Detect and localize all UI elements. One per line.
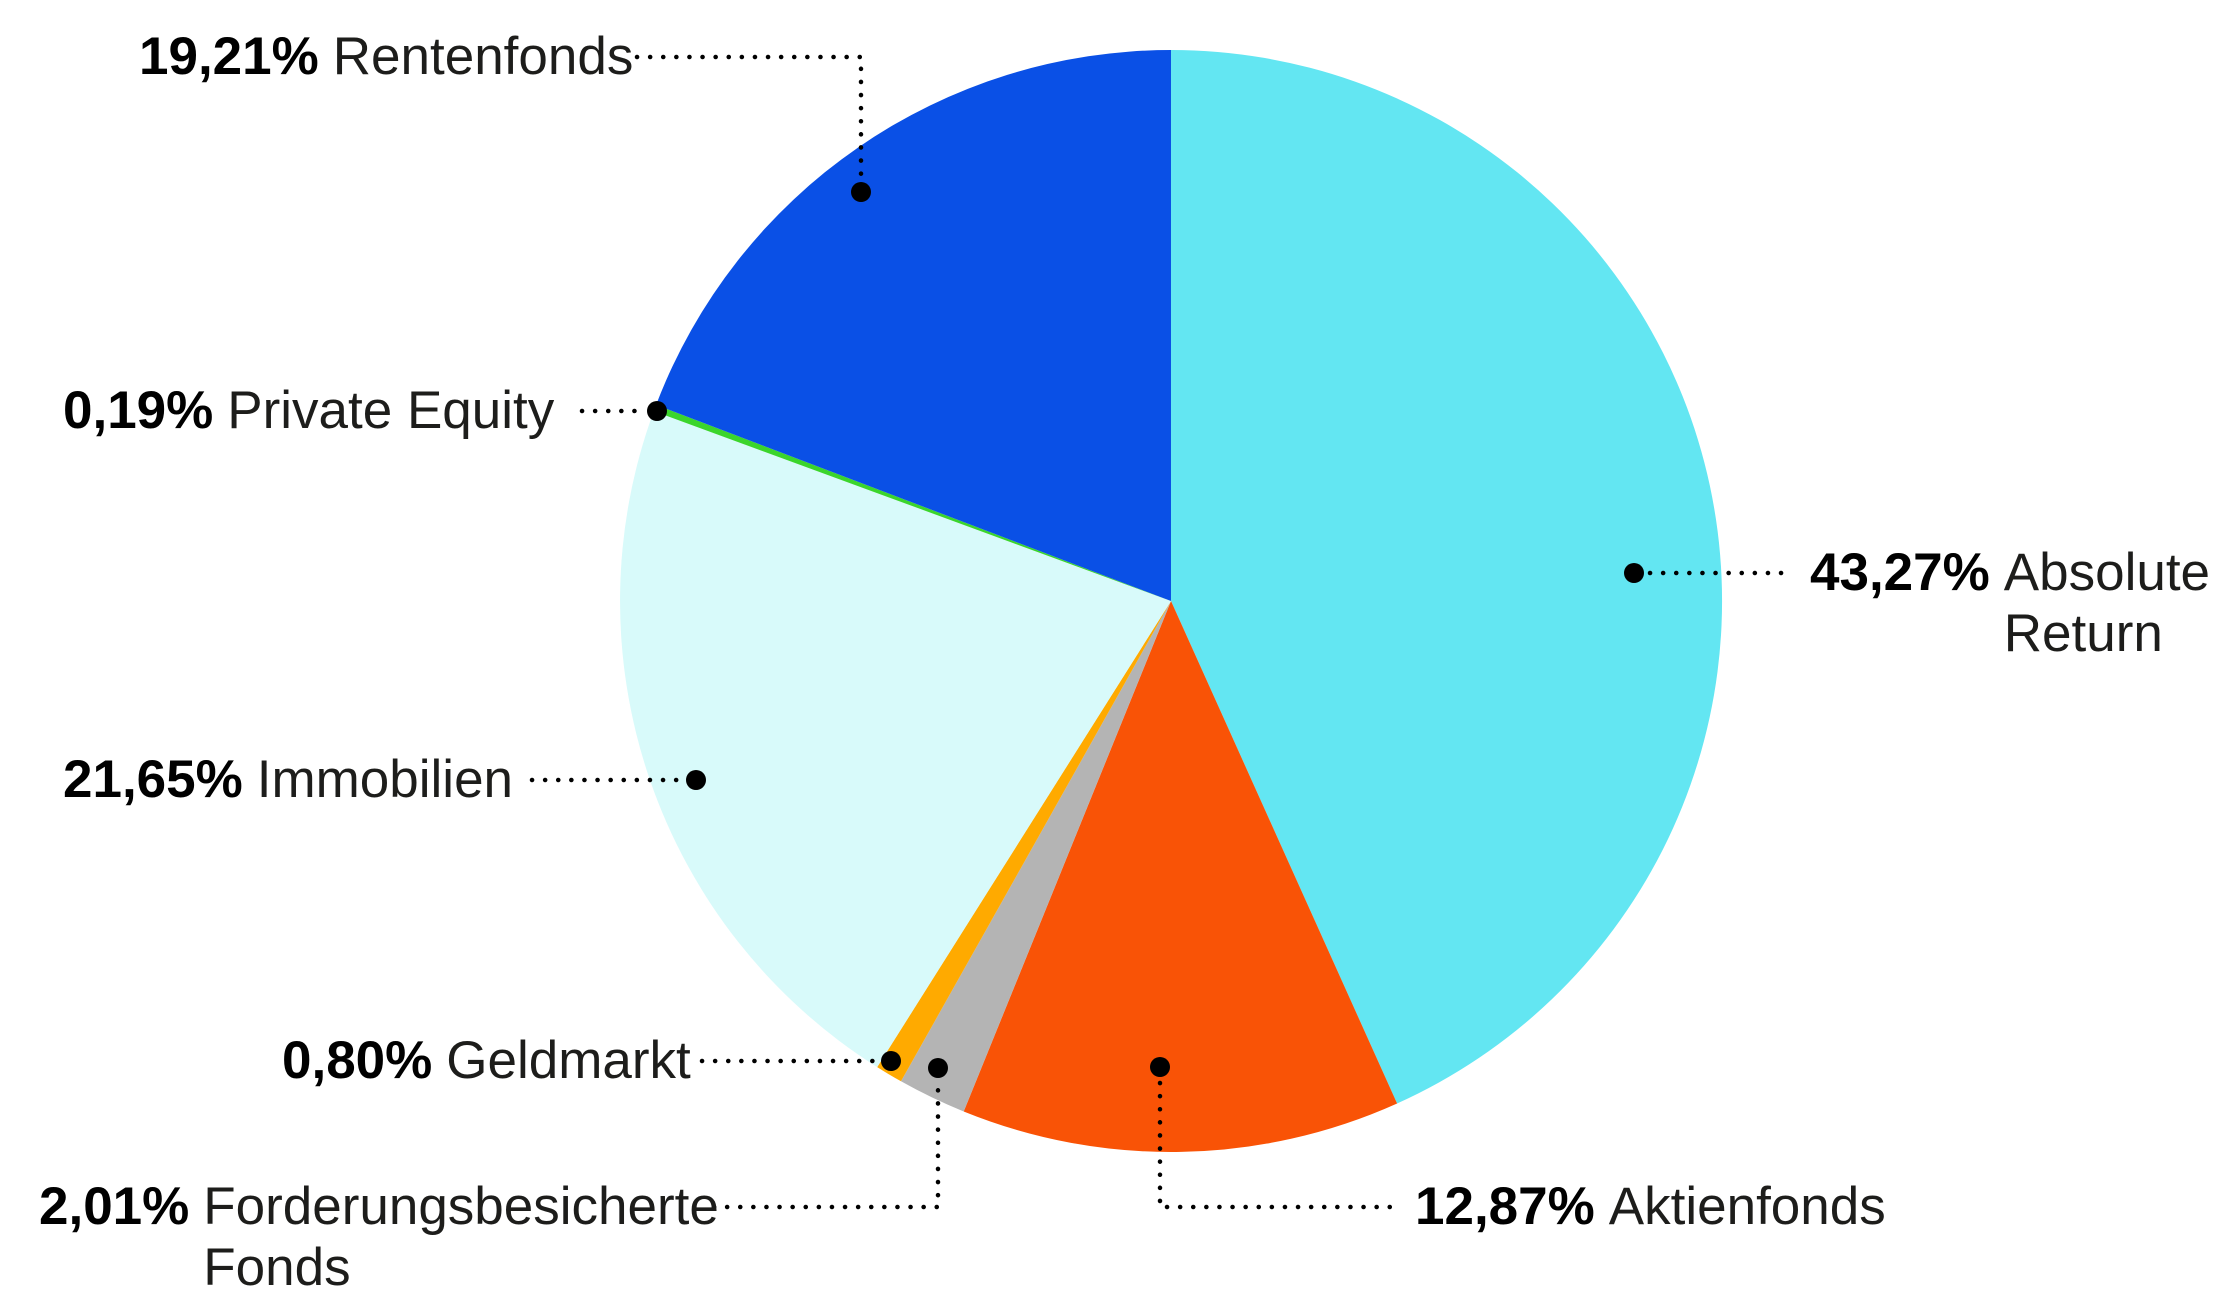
leader-aktienfonds (1157, 1080, 1401, 1210)
label-private-equity-name: Private Equity (227, 381, 555, 440)
dot-absolute-return (1624, 563, 1644, 583)
label-forderungsbesicherte-fonds: 2,01% Forderungsbesicherte Fonds (39, 1176, 748, 1292)
slice-private-equity (653, 404, 1171, 601)
label-aktienfonds: 12,87% Aktienfonds (1415, 1176, 1886, 1237)
label-rentenfonds: 19,21% Rentenfonds (139, 26, 633, 87)
label-aktienfonds-name: Aktienfonds (1608, 1177, 1886, 1236)
dot-aktienfonds (1150, 1057, 1170, 1077)
leader-rentenfonds (634, 54, 864, 181)
label-absolute-return-name: Absolute Return (2003, 543, 2211, 664)
label-geldmarkt-pct: 0,80% (282, 1031, 433, 1090)
label-immobilien-name: Immobilien (256, 750, 514, 809)
dot-geldmarkt (881, 1051, 901, 1071)
dot-forderungsbesicherte-fonds (928, 1058, 948, 1078)
leader-dots (647, 182, 1644, 1078)
pie-slices (620, 49, 1723, 1153)
slice-immobilien (620, 411, 1171, 1068)
slice-absolute-return (1171, 49, 1723, 1104)
label-geldmarkt: 0,80% Geldmarkt (282, 1030, 691, 1091)
label-immobilien: 21,65% Immobilien (63, 749, 513, 810)
label-private-equity: 0,19% Private Equity (63, 380, 554, 441)
label-immobilien-pct: 21,65% (63, 750, 243, 809)
dot-immobilien (686, 770, 706, 790)
leader-lines (529, 54, 1796, 1210)
slice-aktienfonds (963, 601, 1398, 1153)
dot-private-equity (647, 401, 667, 421)
label-forderungsbesicherte-fonds-pct: 2,01% (39, 1177, 190, 1236)
slice-rentenfonds (656, 50, 1171, 601)
label-geldmarkt-name: Geldmarkt (446, 1031, 691, 1090)
slice-geldmarkt (877, 601, 1171, 1082)
label-aktienfonds-pct: 12,87% (1415, 1177, 1595, 1236)
label-absolute-return-pct: 43,27% (1810, 543, 1990, 602)
label-rentenfonds-name: Rentenfonds (332, 27, 634, 86)
leader-forderungsbesicherte-fonds (711, 1081, 941, 1210)
label-rentenfonds-pct: 19,21% (139, 27, 319, 86)
slice-forderungsbesicherte-fonds (901, 601, 1171, 1112)
label-absolute-return: 43,27% Absolute Return (1810, 542, 2213, 665)
dot-rentenfonds (851, 182, 871, 202)
label-private-equity-pct: 0,19% (63, 381, 214, 440)
label-forderungsbesicherte-fonds-name: Forderungsbesicherte Fonds (203, 1177, 719, 1292)
